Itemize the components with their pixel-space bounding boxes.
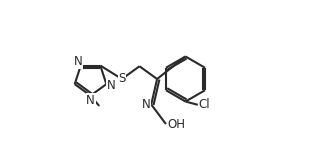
Text: N: N — [107, 79, 115, 92]
Text: OH: OH — [167, 118, 185, 131]
Text: Cl: Cl — [199, 98, 210, 111]
Text: S: S — [118, 72, 126, 85]
Text: N: N — [86, 94, 95, 107]
Text: N: N — [74, 55, 82, 68]
Text: N: N — [142, 98, 150, 111]
